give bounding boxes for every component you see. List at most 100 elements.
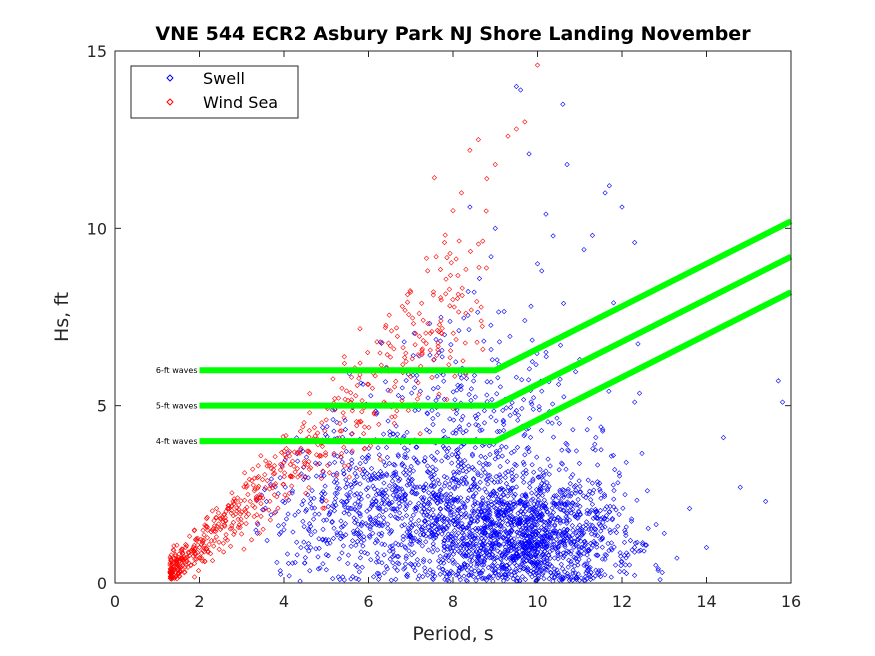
wind-sea-point — [191, 551, 198, 557]
swell-point — [404, 574, 410, 580]
swell-point — [597, 507, 603, 514]
swell-point — [607, 508, 613, 515]
swell-point — [510, 498, 517, 504]
swell-point — [281, 527, 287, 533]
swell-point — [571, 538, 577, 544]
swell-point — [367, 514, 373, 520]
swell-point — [453, 476, 459, 483]
swell-point — [428, 453, 435, 459]
wind-sea-point — [319, 420, 325, 426]
swell-point — [609, 515, 616, 522]
swell-point — [389, 487, 395, 493]
swell-point — [348, 482, 354, 488]
wind-sea-point — [306, 485, 312, 491]
swell-point — [527, 506, 533, 512]
swell-point — [481, 338, 487, 344]
wind-sea-point — [174, 564, 181, 571]
swell-point — [292, 512, 298, 518]
swell-point — [403, 555, 409, 562]
swell-point — [492, 528, 498, 534]
swell-point — [477, 548, 483, 554]
swell-point — [491, 479, 497, 485]
swell-point — [351, 515, 357, 521]
swell-point — [507, 513, 514, 519]
swell-point — [524, 499, 530, 505]
swell-point — [470, 481, 477, 487]
swell-point — [775, 378, 781, 384]
swell-point — [463, 541, 469, 547]
wind-sea-point — [392, 413, 398, 420]
wind-sea-point — [264, 463, 270, 469]
wind-sea-point — [203, 515, 210, 522]
swell-point — [584, 548, 591, 554]
wind-sea-point — [357, 326, 363, 332]
swell-point — [491, 559, 498, 566]
swell-point — [374, 550, 380, 556]
swell-point — [595, 533, 601, 539]
swell-point — [353, 575, 359, 582]
swell-point — [554, 567, 560, 573]
swell-point — [592, 447, 598, 453]
swell-point — [460, 535, 466, 542]
swell-point — [541, 497, 547, 503]
swell-point — [427, 501, 433, 507]
swell-point — [390, 548, 396, 555]
swell-point — [495, 479, 501, 485]
wind-sea-point — [450, 296, 456, 303]
swell-point — [494, 491, 500, 497]
swell-point — [503, 444, 509, 450]
swell-point — [448, 491, 454, 497]
swell-point — [321, 473, 327, 479]
swell-point — [550, 233, 556, 239]
legend: Swell Wind Sea — [130, 65, 299, 119]
swell-point — [566, 448, 572, 454]
swell-point — [618, 562, 624, 569]
swell-point — [341, 510, 347, 516]
swell-point — [571, 484, 577, 490]
wind-sea-point — [306, 427, 312, 434]
swell-point — [559, 566, 566, 572]
swell-point — [517, 541, 524, 548]
swell-point — [402, 472, 409, 478]
swell-point — [383, 487, 389, 493]
wind-sea-point — [216, 546, 222, 552]
swell-point — [551, 501, 558, 507]
swell-point — [551, 575, 558, 581]
swell-point — [413, 505, 420, 512]
swell-point — [305, 526, 312, 532]
wind-sea-point — [297, 472, 303, 478]
wind-sea-point — [301, 419, 307, 426]
swell-point — [450, 496, 456, 502]
wind-sea-point — [354, 423, 360, 429]
wind-sea-point — [229, 490, 235, 496]
wind-sea-point — [281, 470, 288, 476]
swell-point — [529, 515, 535, 521]
swell-point — [541, 522, 547, 528]
swell-point — [586, 488, 593, 494]
swell-point — [359, 471, 366, 477]
wind-sea-point — [425, 321, 431, 327]
swell-point — [552, 516, 558, 522]
swell-point — [524, 514, 530, 521]
swell-point — [473, 422, 479, 428]
swell-point — [399, 523, 405, 529]
swell-point — [543, 525, 549, 531]
swell-point — [465, 463, 471, 469]
swell-point — [387, 556, 393, 562]
wind-sea-point — [205, 549, 211, 555]
swell-point — [535, 474, 541, 480]
swell-point — [465, 541, 471, 547]
swell-point — [268, 481, 274, 487]
wind-sea-point — [313, 452, 320, 458]
swell-point — [572, 502, 579, 508]
swell-point — [343, 484, 349, 490]
swell-point — [412, 506, 418, 512]
swell-point — [342, 521, 349, 527]
swell-point — [445, 495, 451, 502]
swell-point — [428, 482, 435, 488]
x-tick-label: 14 — [696, 592, 716, 611]
swell-point — [432, 491, 438, 497]
swell-point — [436, 525, 442, 532]
wind-sea-point — [365, 349, 371, 356]
swell-point — [493, 532, 500, 538]
